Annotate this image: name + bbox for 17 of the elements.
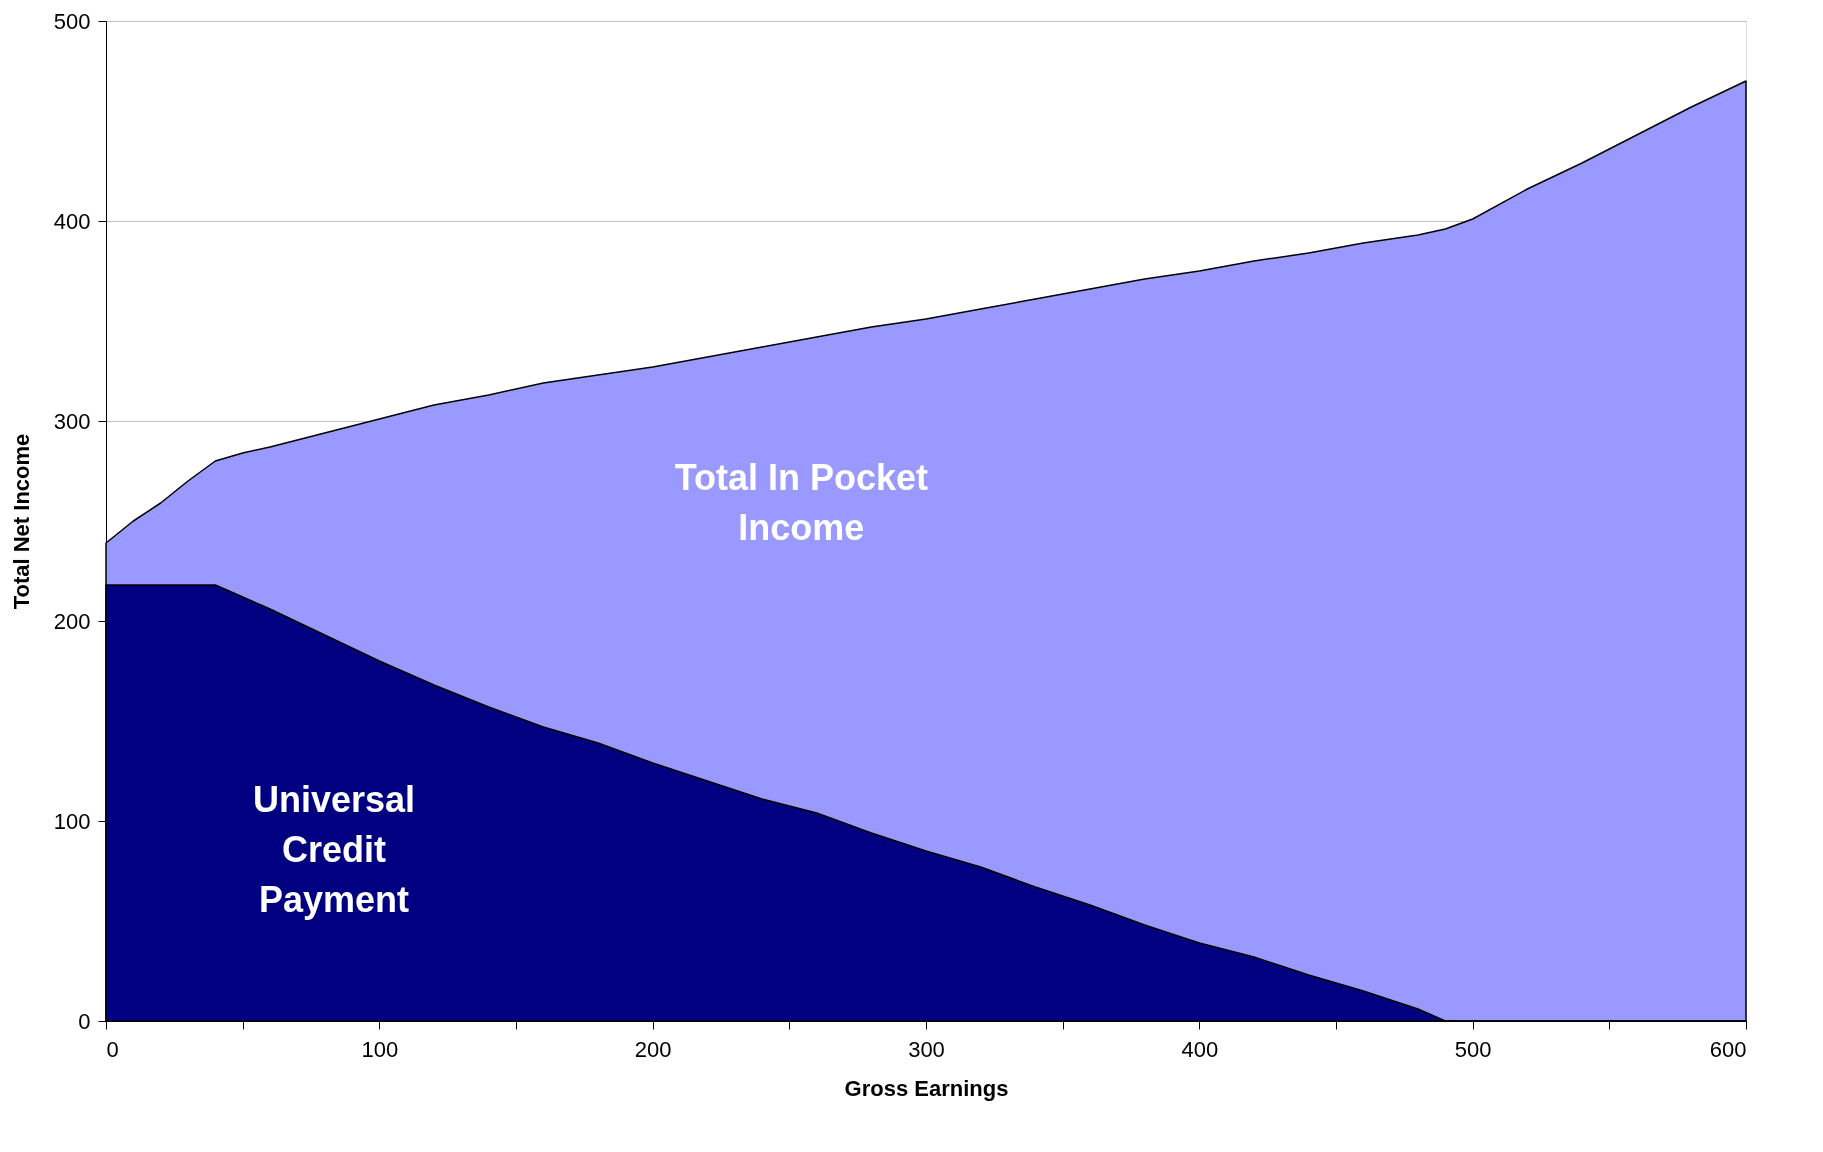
y-axis-title: Total Net Income (8, 433, 34, 610)
y-tick-label: 200 (53, 608, 91, 634)
series-label: Total In Pocket Income (674, 457, 929, 548)
y-tick-label: 300 (53, 408, 91, 434)
x-tick-label: 600 (1709, 1036, 1747, 1062)
y-tick-label: 400 (53, 208, 91, 234)
y-tick-label: 0 (78, 1008, 91, 1034)
y-tick-label: 500 (53, 8, 91, 34)
x-tick-label: 300 (908, 1036, 945, 1062)
x-axis-title: Gross Earnings (844, 1075, 1009, 1101)
x-tick-label: 400 (1181, 1036, 1219, 1062)
x-tick-label: 100 (361, 1036, 399, 1062)
y-tick-label: 100 (53, 808, 91, 834)
x-tick-label: 0 (106, 1036, 119, 1062)
x-tick-label: 200 (634, 1036, 672, 1062)
series-label: Universal Credit Payment (252, 779, 416, 920)
x-tick-label: 500 (1454, 1036, 1492, 1062)
